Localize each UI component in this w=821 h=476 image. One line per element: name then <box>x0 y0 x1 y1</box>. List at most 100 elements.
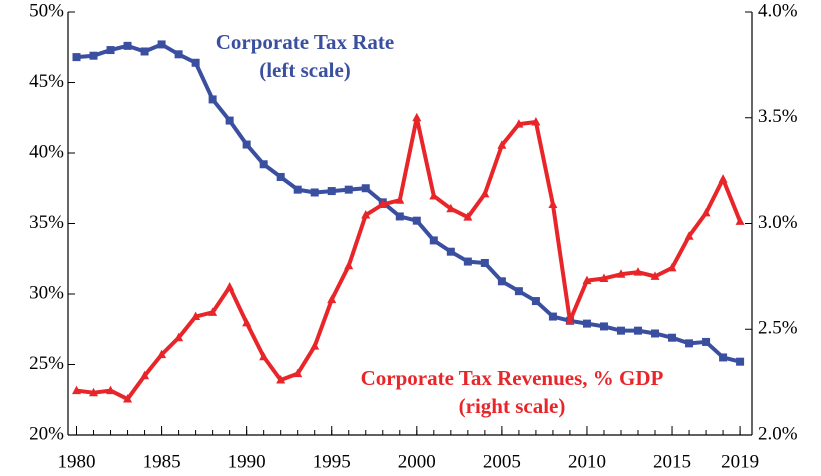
point-marker <box>395 195 405 204</box>
point-marker <box>327 294 337 304</box>
point-marker <box>106 385 116 395</box>
x-tick-label: 1980 <box>58 451 96 472</box>
point-marker <box>633 267 643 276</box>
x-tick-label: 2005 <box>483 451 521 472</box>
point-marker <box>514 119 524 128</box>
point-marker <box>582 275 592 285</box>
y2-tick-label: 3.5% <box>758 106 798 127</box>
point-marker <box>446 247 455 256</box>
y-tick-label: 50% <box>29 0 64 21</box>
x-tick-label: 2015 <box>653 451 691 472</box>
point-marker <box>480 188 490 198</box>
point-marker <box>668 333 677 342</box>
point-marker <box>361 210 371 219</box>
point-marker <box>225 116 234 125</box>
point-marker <box>208 307 218 316</box>
y2-tick-label: 4.0% <box>758 0 798 21</box>
point-marker <box>702 337 711 346</box>
y-tick-label: 30% <box>29 282 64 303</box>
point-marker <box>242 317 252 327</box>
y-tick-label: 35% <box>29 212 64 233</box>
point-marker <box>718 174 728 183</box>
point-marker <box>89 51 98 60</box>
point-marker <box>191 311 201 321</box>
point-marker <box>310 188 319 197</box>
annotation: (left scale) <box>259 58 351 82</box>
point-marker <box>446 203 456 213</box>
annotation: (right scale) <box>459 394 566 418</box>
point-marker <box>327 187 336 196</box>
point-marker <box>412 216 421 225</box>
point-marker <box>293 185 302 194</box>
point-marker <box>140 47 149 56</box>
y-tick-label: 45% <box>29 71 64 92</box>
point-marker <box>395 212 404 221</box>
point-marker <box>651 329 660 338</box>
point-marker <box>616 269 626 278</box>
point-marker <box>497 140 507 149</box>
point-marker <box>463 212 473 221</box>
point-marker <box>429 191 439 200</box>
point-marker <box>634 326 642 335</box>
point-marker <box>157 349 167 359</box>
point-marker <box>616 326 625 335</box>
point-marker <box>276 172 285 181</box>
point-marker <box>259 351 269 361</box>
point-marker <box>140 370 150 380</box>
point-marker <box>735 216 745 225</box>
x-tick-label: 1990 <box>228 451 266 472</box>
point-marker <box>548 312 557 321</box>
point-marker <box>684 231 694 240</box>
point-marker <box>531 297 540 306</box>
annotation: Corporate Tax Revenues, % GDP <box>361 366 664 390</box>
point-marker <box>225 281 235 291</box>
series-line <box>76 42 741 364</box>
point-marker <box>378 199 388 208</box>
series-line <box>76 115 742 402</box>
point-marker <box>157 40 166 49</box>
point-marker <box>701 207 711 217</box>
x-tick-label: 2019 <box>721 451 759 472</box>
y2-tick-label: 3.0% <box>758 212 798 233</box>
point-marker <box>736 357 745 366</box>
point-marker <box>463 257 472 266</box>
point-marker <box>123 41 132 50</box>
point-marker <box>685 339 694 348</box>
point-marker <box>174 50 183 59</box>
point-marker <box>242 140 251 149</box>
point-marker <box>599 273 609 282</box>
y-tick-label: 25% <box>29 353 64 374</box>
y-tick-label: 20% <box>29 423 64 444</box>
x-tick-label: 1995 <box>313 451 351 472</box>
point-marker <box>599 322 608 331</box>
point-marker <box>72 385 82 395</box>
point-marker <box>276 375 286 384</box>
point-marker <box>259 160 268 169</box>
point-marker <box>480 258 489 267</box>
point-marker <box>344 185 353 194</box>
x-tick-label: 2000 <box>398 451 436 472</box>
y-tick-label: 40% <box>29 141 64 162</box>
point-marker <box>344 260 354 270</box>
point-marker <box>531 116 541 126</box>
point-marker <box>582 319 591 328</box>
point-marker <box>293 368 303 378</box>
point-marker <box>719 353 728 362</box>
point-marker <box>412 112 422 122</box>
x-tick-label: 1985 <box>143 451 181 472</box>
point-marker <box>514 287 523 296</box>
point-marker <box>361 184 370 193</box>
x-tick-label: 2010 <box>568 451 606 472</box>
point-marker <box>310 341 320 350</box>
y2-tick-label: 2.0% <box>758 423 798 444</box>
point-marker <box>429 236 438 245</box>
point-marker <box>123 394 133 403</box>
point-marker <box>89 387 99 397</box>
point-marker <box>650 271 660 280</box>
point-marker <box>174 332 184 342</box>
y2-tick-label: 2.5% <box>758 318 798 339</box>
point-marker <box>72 53 81 62</box>
point-marker <box>497 277 506 286</box>
annotation: Corporate Tax Rate <box>216 30 394 54</box>
